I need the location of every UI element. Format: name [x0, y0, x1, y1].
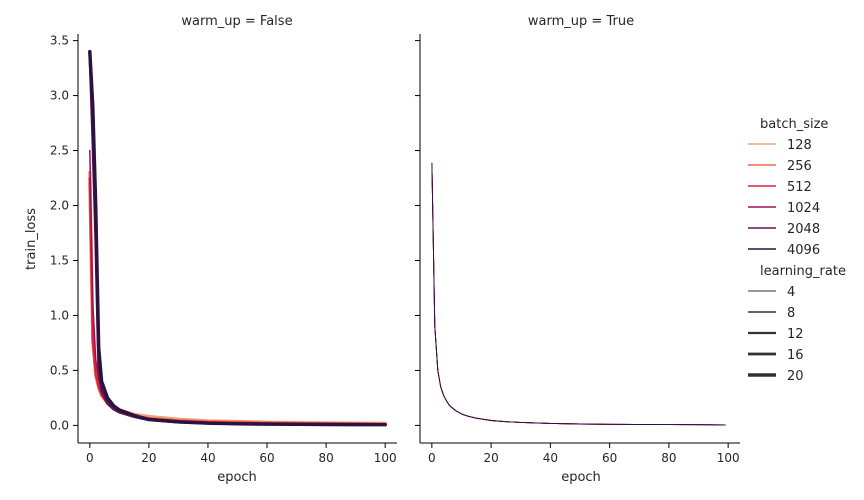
x-tick-label: 100 [717, 451, 740, 465]
y-tick-label: 0.5 [50, 363, 69, 377]
legend-label-learning-rate-16: 16 [787, 348, 804, 363]
series-line-bs-2048 [88, 50, 387, 427]
series-line-bs-128 [431, 163, 726, 426]
legend: batch_size learning_rate 128256512102420… [748, 117, 846, 384]
legend-label-batch-size-512: 512 [787, 180, 812, 195]
panel-warm-up-true: warm_up = True epoch 0 20 40 60 80 100 [415, 14, 740, 485]
legend-label-batch-size-4096: 4096 [787, 243, 820, 258]
x-tick-label: 0 [428, 451, 436, 465]
x-tick-label: 40 [200, 451, 215, 465]
series-line-bs-4096 [88, 49, 387, 427]
y-tick-label: 1.5 [50, 253, 69, 267]
x-tick-label: 20 [141, 451, 156, 465]
series-line-bs-256 [88, 182, 387, 426]
x-tick-label: 60 [602, 451, 617, 465]
y-tick-label: 2.5 [50, 144, 69, 158]
x-tick-label: 100 [374, 451, 397, 465]
legend-title-batch-size: batch_size [760, 117, 828, 132]
legend-label-learning-rate-4: 4 [787, 285, 795, 300]
legend-label-batch-size-128: 128 [787, 138, 812, 153]
facet-title-warm-up-true: warm_up = True [528, 14, 634, 29]
y-tick-label: 3.0 [50, 89, 69, 103]
x-axis-label-left: epoch [217, 470, 257, 485]
y-axis-label: train_loss [24, 208, 39, 270]
series-line-bs-1024 [431, 163, 726, 426]
x-axis-label-right: epoch [561, 470, 601, 485]
y-tick-label: 0.0 [50, 418, 69, 432]
y-tick-label: 3.5 [50, 34, 69, 48]
y-tick-label: 1.0 [50, 308, 69, 322]
series-line-bs-512 [431, 163, 726, 426]
legend-label-learning-rate-12: 12 [787, 327, 804, 342]
panel-warm-up-false: warm_up = False train_loss epoch 0 20 40 60… [24, 14, 397, 485]
series-line-bs-256 [431, 162, 726, 426]
legend-label-batch-size-256: 256 [787, 159, 812, 174]
series-line-bs-1024 [89, 149, 386, 426]
series-line-bs-128 [88, 170, 387, 426]
legend-label-learning-rate-20: 20 [787, 369, 804, 384]
legend-title-learning-rate: learning_rate [760, 264, 846, 279]
series-line-bs-512 [88, 176, 387, 426]
facet-title-warm-up-false: warm_up = False [181, 14, 292, 29]
legend-label-learning-rate-8: 8 [787, 306, 795, 321]
x-tick-label: 20 [483, 451, 498, 465]
series-line-bs-4096 [431, 163, 726, 426]
x-tick-label: 80 [661, 451, 676, 465]
legend-label-batch-size-1024: 1024 [787, 201, 820, 216]
x-tick-label: 0 [86, 451, 94, 465]
x-tick-label: 60 [259, 451, 274, 465]
x-tick-label: 40 [543, 451, 558, 465]
legend-label-batch-size-2048: 2048 [787, 222, 820, 237]
x-tick-label: 80 [318, 451, 333, 465]
series-line-bs-2048 [431, 163, 726, 426]
y-tick-label: 2.0 [50, 199, 69, 213]
